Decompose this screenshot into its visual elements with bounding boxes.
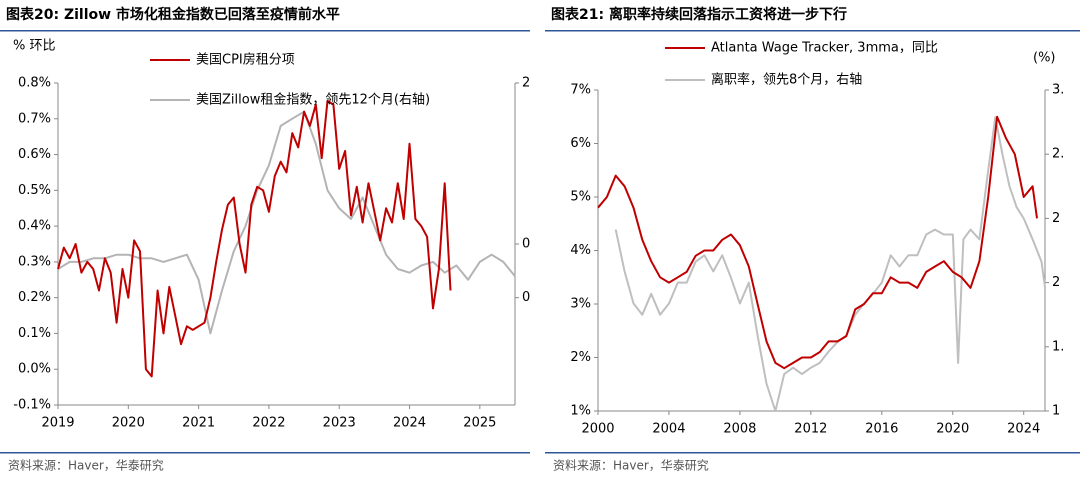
x-tick-label: 2024 — [1007, 422, 1040, 437]
y2-tick-label: 3. — [1052, 83, 1064, 98]
series-line — [614, 116, 1046, 412]
y2-tick-label: 0 — [522, 290, 530, 305]
y-tick-label: 0.6% — [18, 147, 51, 162]
x-tick-label: 2024 — [393, 416, 426, 431]
source-rule — [545, 452, 1080, 454]
x-tick-label: 2000 — [581, 422, 614, 437]
chart-title: 图表21: 离职率持续回落指示工资将进一步下行 — [551, 6, 847, 23]
y-tick-label: 0.0% — [18, 362, 51, 377]
y-tick-label: 7% — [570, 83, 591, 98]
x-tick-label: 2020 — [936, 422, 969, 437]
x-tick-label: 2020 — [112, 416, 145, 431]
y-tick-label: 4% — [570, 243, 591, 258]
x-tick-label: 2004 — [652, 422, 685, 437]
legend-label: Atlanta Wage Tracker, 3mma，同比 — [711, 41, 938, 56]
y-axis-label: % 环比 — [13, 39, 56, 54]
y-tick-label: 2% — [570, 350, 591, 365]
y-tick-label: 0.3% — [18, 254, 51, 269]
y-tick-label: 5% — [570, 190, 591, 205]
y-tick-label: 0.4% — [18, 219, 51, 234]
x-tick-label: 2023 — [323, 416, 356, 431]
title-rule — [0, 30, 530, 32]
x-tick-label: 2019 — [41, 416, 74, 431]
y2-tick-label: 2. — [1052, 147, 1064, 162]
y-tick-label: 0.8% — [18, 76, 51, 91]
y2-tick-label: 1 — [1052, 404, 1060, 419]
series-line — [597, 115, 1038, 370]
title-rule — [545, 30, 1080, 32]
source-rule — [0, 452, 530, 454]
x-tick-label: 2025 — [463, 416, 496, 431]
x-tick-label: 2012 — [794, 422, 827, 437]
y2-tick-label: 2 — [1052, 211, 1060, 226]
x-tick-label: 2022 — [252, 416, 285, 431]
y2-tick-label: 1. — [1052, 339, 1064, 354]
source: 资料来源：Haver，华泰研究 — [553, 458, 709, 473]
legend-label: 离职率，领先8个月，右轴 — [711, 72, 862, 88]
y2-tick-label: 2 — [1052, 275, 1060, 290]
y2-tick-label: 0 — [522, 237, 530, 252]
x-tick-label: 2021 — [182, 416, 215, 431]
y2-ticks: 2 0 0 — [515, 76, 530, 305]
chart-title: 图表20: Zillow 市场化租金指数已回落至疫情前水平 — [6, 6, 340, 23]
y-tick-label: 0.7% — [18, 111, 51, 126]
source: 资料来源：Haver，华泰研究 — [8, 458, 164, 473]
y2-axis-label: (%) — [1033, 51, 1056, 66]
y-tick-label: 0.1% — [18, 326, 51, 341]
y-tick-label: 0.5% — [18, 183, 51, 198]
series-line — [57, 99, 452, 378]
y-tick-label: 0.2% — [18, 290, 51, 305]
legend-label: 美国CPI房租分项 — [196, 52, 295, 68]
y-tick-label: -0.1% — [13, 398, 51, 413]
legend-label: 美国Zillow租金指数，领先12个月(右轴) — [196, 92, 430, 108]
y-tick-label: 1% — [570, 404, 591, 419]
y2-ticks: 3. 2. 2 2 1. 1 — [1045, 83, 1064, 419]
y-tick-label: 3% — [570, 297, 591, 312]
y2-tick-label: 2 — [522, 76, 530, 91]
x-tick-label: 2016 — [865, 422, 898, 437]
x-tick-label: 2008 — [723, 422, 756, 437]
y-tick-label: 6% — [570, 136, 591, 151]
